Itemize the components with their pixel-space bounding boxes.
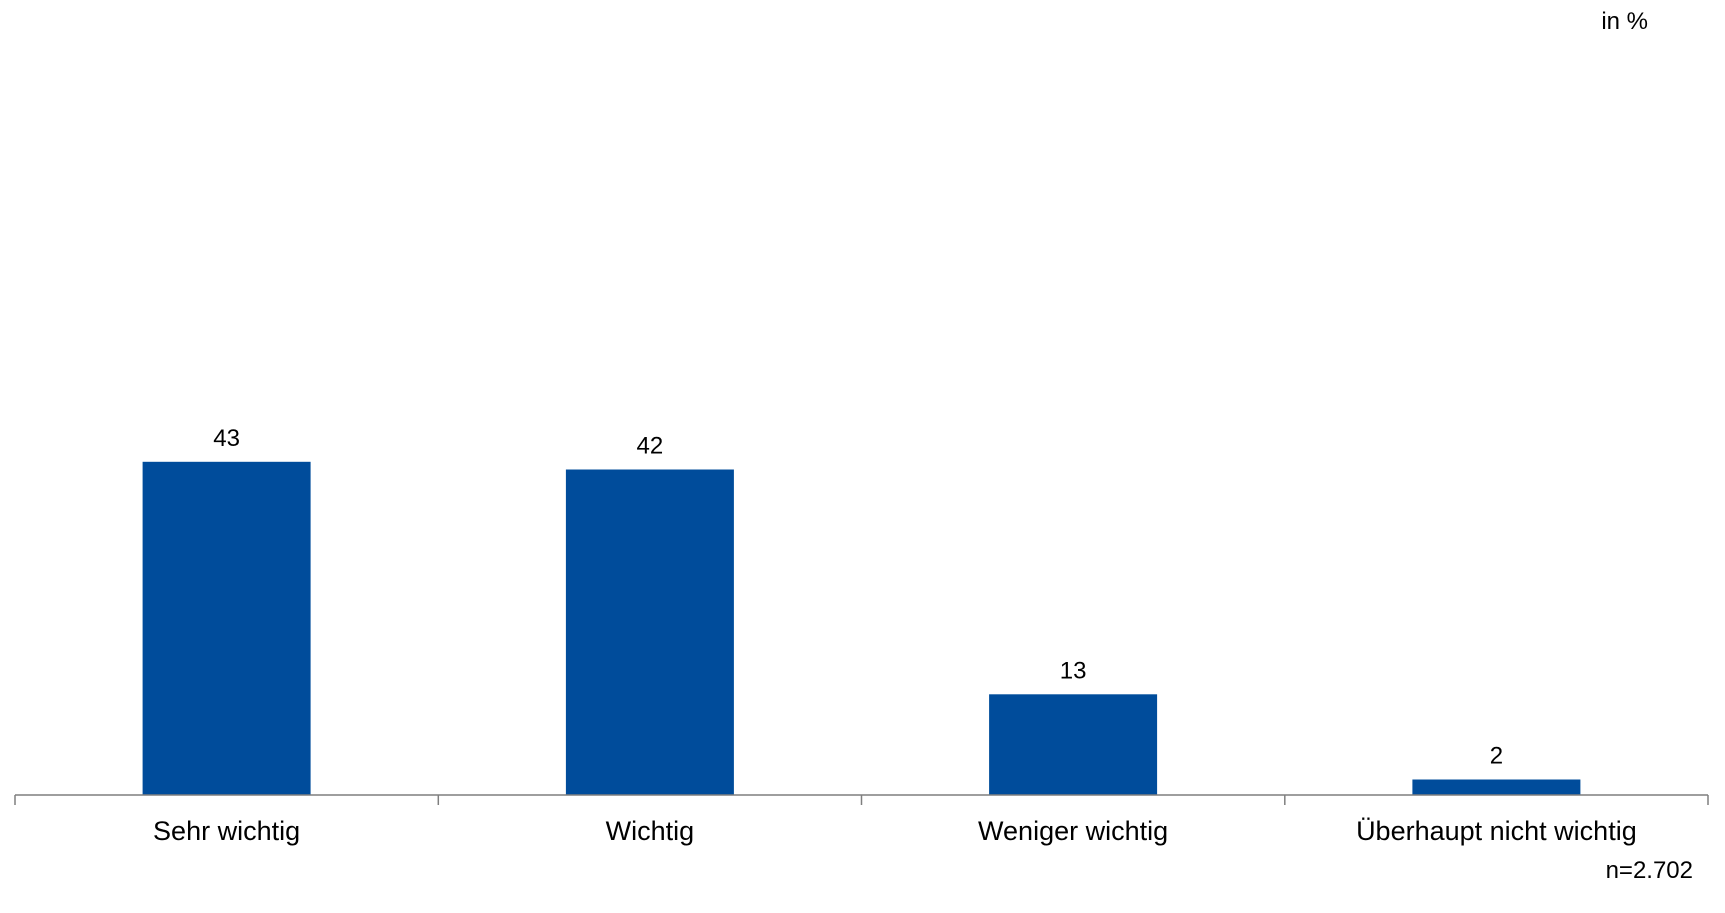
bar	[989, 694, 1158, 796]
data-label: 13	[1060, 657, 1087, 684]
bar	[565, 469, 734, 795]
bar	[1412, 779, 1581, 795]
category-label: Weniger wichtig	[978, 816, 1168, 846]
category-label: Sehr wichtig	[153, 816, 300, 846]
category-label: Überhaupt nicht wichtig	[1356, 816, 1637, 846]
data-label: 2	[1490, 743, 1503, 770]
data-label: 43	[213, 425, 240, 452]
unit-label: in %	[1601, 8, 1648, 35]
sample-size-note: n=2.702	[1605, 857, 1693, 884]
data-label: 42	[637, 433, 664, 460]
bar	[142, 461, 311, 796]
category-label: Wichtig	[606, 816, 695, 846]
